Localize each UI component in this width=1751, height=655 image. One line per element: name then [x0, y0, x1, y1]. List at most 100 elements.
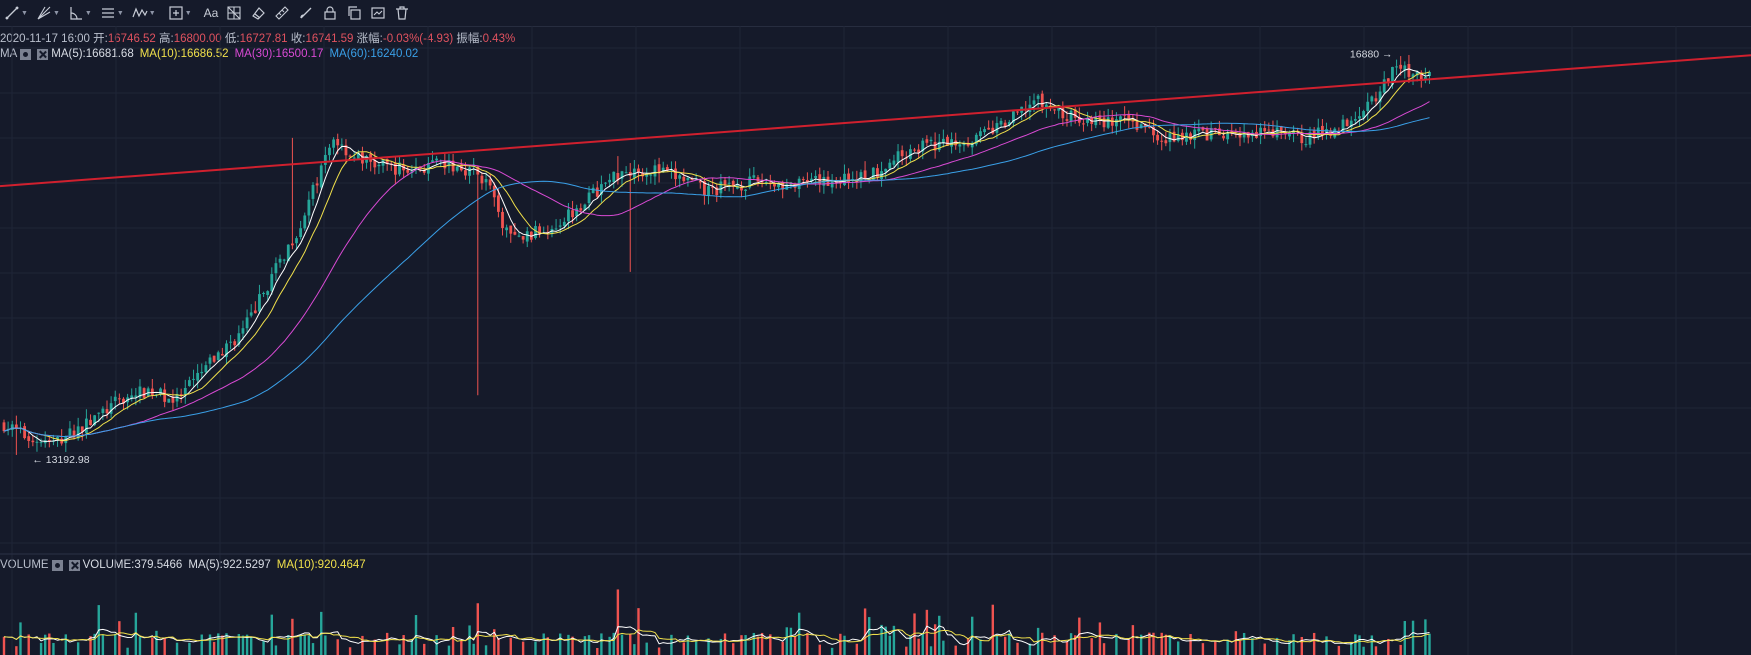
candle-body — [896, 151, 900, 163]
candle-body — [690, 178, 694, 181]
candle-body — [941, 138, 945, 144]
ma-close-icon[interactable] — [37, 48, 49, 60]
angle-tool[interactable]: ▼ — [64, 2, 96, 24]
candle-body — [917, 149, 921, 153]
candle-body — [398, 162, 401, 175]
candle-body — [686, 177, 690, 181]
volume-bar — [694, 641, 698, 655]
candle-body — [624, 172, 628, 174]
open-value: 16746.52 — [107, 33, 156, 45]
candle-body — [340, 144, 344, 146]
candle-body — [583, 204, 587, 211]
volume-bar — [217, 633, 220, 655]
candle-body — [723, 180, 727, 185]
candle-body — [554, 228, 558, 230]
candle-body — [377, 164, 381, 167]
volume-bar — [93, 633, 96, 655]
ma10-line — [3, 71, 1430, 442]
candle-body — [381, 159, 385, 166]
candle-body — [571, 210, 574, 218]
candle-body — [167, 398, 171, 403]
volume-bar — [19, 622, 22, 655]
volume-bar — [1053, 635, 1056, 655]
candle-body — [1065, 119, 1069, 121]
volume-bar — [348, 647, 352, 655]
screenshot-tool[interactable] — [366, 2, 390, 24]
candle-body — [760, 181, 764, 183]
volume-bar — [921, 633, 924, 655]
volume-bar — [818, 644, 821, 655]
volume-bar — [616, 589, 620, 655]
candle-body — [109, 403, 113, 414]
volume-bar — [398, 644, 401, 655]
candle-body — [801, 179, 805, 181]
volume-bar — [686, 635, 690, 655]
candle-body — [1374, 98, 1378, 102]
candle-body — [414, 166, 418, 170]
volume-bar — [1362, 646, 1365, 655]
volume-bar — [1078, 617, 1081, 655]
volume-bar — [509, 637, 512, 655]
copy-tool[interactable] — [342, 2, 366, 24]
text-tool-tool[interactable]: Aa — [200, 2, 223, 24]
volume-bar — [311, 643, 315, 655]
trend-line-tool[interactable]: ▼ — [0, 2, 32, 24]
candle-body — [1349, 120, 1353, 128]
candle-body — [513, 231, 517, 235]
volume-bar — [2, 636, 6, 655]
candle-body — [455, 166, 459, 171]
close-label: 收: — [290, 33, 306, 45]
volume-bar — [1428, 633, 1431, 655]
high-value: 16800.00 — [173, 33, 222, 45]
volume-bar — [546, 637, 550, 655]
parallel-lines-tool[interactable]: ▼ — [96, 2, 128, 24]
candle-body — [291, 243, 294, 246]
ma-settings-icon[interactable] — [20, 48, 32, 60]
fib-fan-tool[interactable]: ▼ — [32, 2, 64, 24]
candle-body — [443, 161, 447, 169]
volume-bar — [385, 632, 389, 655]
volume-settings-icon[interactable] — [51, 559, 63, 571]
brush-tool[interactable] — [294, 2, 318, 24]
candle-body — [282, 259, 286, 261]
candle-body — [1127, 113, 1131, 120]
amplitude-value: 0.43% — [482, 33, 516, 45]
lock-tool[interactable] — [318, 2, 342, 24]
trendline[interactable] — [0, 54, 1751, 188]
measure-box-tool[interactable]: ▼ — [164, 2, 196, 24]
volume-bar — [1139, 634, 1143, 655]
candle-body — [1370, 96, 1374, 102]
candle-body — [929, 139, 933, 142]
candle-body — [85, 418, 88, 434]
candle-body — [764, 182, 768, 184]
candle-body — [991, 127, 995, 134]
volume-bar — [608, 636, 611, 655]
candle-body — [1057, 108, 1061, 111]
ruler-tool[interactable] — [270, 2, 294, 24]
volume-bar — [1160, 632, 1163, 655]
ma30-line — [3, 101, 1430, 437]
candle-body — [1288, 132, 1291, 137]
candle-body — [10, 424, 14, 430]
drawing-toolbar: ▼ ▼ ▼ ▼ ▼ ▼ Aa — [0, 0, 1751, 27]
candle-body — [352, 157, 356, 159]
candle-body — [1403, 65, 1407, 71]
open-label: 开: — [93, 33, 108, 45]
volume-bar — [307, 635, 311, 655]
pattern-grid-tool[interactable] — [222, 2, 246, 24]
volume-bar — [521, 641, 525, 655]
candle-body — [913, 149, 916, 151]
volume-ma5-value: MA(5):922.5297 — [188, 559, 271, 571]
volume-close-icon[interactable] — [68, 559, 80, 571]
candle-body — [122, 398, 125, 404]
wave-pattern-tool[interactable]: ▼ — [128, 2, 160, 24]
candle-body — [97, 412, 101, 414]
volume-bar — [155, 630, 158, 655]
candle-body — [1069, 110, 1073, 122]
price-chart[interactable]: 16880 → ← 13192.98 — [0, 26, 1751, 655]
eraser-tool[interactable] — [246, 2, 270, 24]
trash-tool[interactable] — [390, 2, 414, 24]
ma5-line — [3, 68, 1430, 442]
volume-bar — [225, 633, 228, 655]
candle-body — [550, 229, 554, 235]
